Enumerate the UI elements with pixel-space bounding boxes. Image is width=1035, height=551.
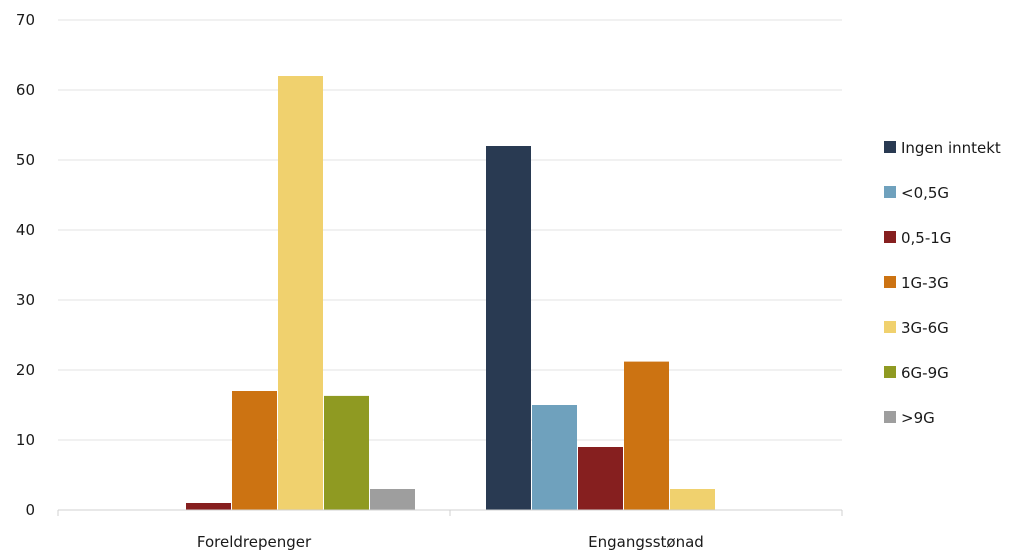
bar-engangsstonad-3 <box>624 361 669 510</box>
bar-engangsstonad-4 <box>670 489 715 510</box>
y-axis-ticks: 0 10 20 30 40 50 60 70 <box>16 11 35 519</box>
legend-swatch-4 <box>884 321 896 333</box>
legend-label-5: 6G-9G <box>901 364 949 382</box>
y-tick-label: 30 <box>16 291 35 309</box>
bar-foreldrepenger-6 <box>370 489 415 510</box>
legend-swatch-5 <box>884 366 896 378</box>
legend-swatch-6 <box>884 411 896 423</box>
bar-foreldrepenger-4 <box>278 76 323 510</box>
legend: Ingen inntekt <0,5G 0,5-1G 1G-3G 3G-6G 6G-9G >… <box>884 139 1001 427</box>
y-tick-label: 0 <box>25 501 35 519</box>
y-tick-label: 40 <box>16 221 35 239</box>
category-label-foreldrepenger: Foreldrepenger <box>197 533 312 551</box>
legend-label-0: Ingen inntekt <box>901 139 1001 157</box>
bar-foreldrepenger-5 <box>324 395 369 510</box>
bar-engangsstonad-0 <box>486 146 531 510</box>
legend-label-3: 1G-3G <box>901 274 949 292</box>
gridlines <box>58 19 842 441</box>
legend-label-6: >9G <box>901 409 935 427</box>
category-label-engangsstonad: Engangsstønad <box>588 533 704 551</box>
legend-swatch-1 <box>884 186 896 198</box>
y-tick-label: 10 <box>16 431 35 449</box>
legend-swatch-3 <box>884 276 896 288</box>
legend-label-2: 0,5-1G <box>901 229 951 247</box>
legend-swatch-2 <box>884 231 896 243</box>
bar-engangsstonad-2 <box>578 447 623 510</box>
y-tick-label: 20 <box>16 361 35 379</box>
y-tick-label: 60 <box>16 81 35 99</box>
y-tick-label: 50 <box>16 151 35 169</box>
bar-engangsstonad-1 <box>532 405 577 510</box>
legend-swatch-0 <box>884 141 896 153</box>
bar-foreldrepenger-3 <box>232 391 277 510</box>
bars <box>186 76 715 510</box>
y-tick-label: 70 <box>16 11 35 29</box>
legend-label-1: <0,5G <box>901 184 949 202</box>
bar-foreldrepenger-2 <box>186 503 231 510</box>
legend-label-4: 3G-6G <box>901 319 949 337</box>
